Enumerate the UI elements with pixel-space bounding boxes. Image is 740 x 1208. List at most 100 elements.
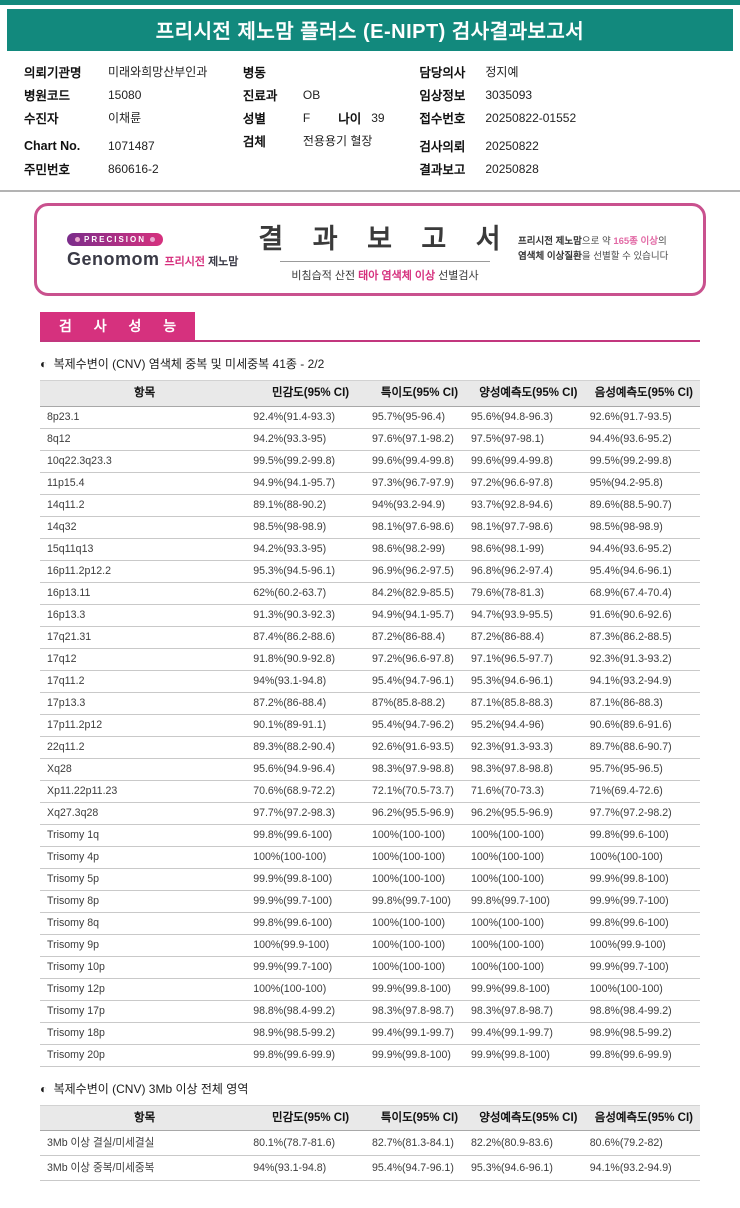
table-cell: 91.6%(90.6-92.6) bbox=[589, 609, 672, 621]
info-row: 주민번호 860616-2 bbox=[24, 157, 243, 180]
table-cell: 68.9%(67.4-70.4) bbox=[589, 587, 672, 599]
table-row: 14q32 98.5%(98-98.9) 98.1%(97.6-98.6) 98.1%… bbox=[40, 517, 700, 539]
cnv-table-caption-text: 복제수변이 (CNV) 염색체 중복 및 미세중복 41종 - 2/2 bbox=[53, 357, 325, 371]
table-cell: 99.9%(99.8-100) bbox=[371, 983, 451, 995]
info-label: 나이 bbox=[338, 112, 362, 126]
table-cell: 99.9%(99.8-100) bbox=[470, 983, 550, 995]
info-label: 담당의사 bbox=[419, 66, 466, 80]
info-row: 의뢰기관명 미래와희망산부인과 bbox=[24, 60, 243, 83]
tagline-line-1: 프리시전 제노맘으로 약 165종 이상의 bbox=[518, 235, 681, 250]
table-cell: 99.8%(99.6-99.9) bbox=[589, 1049, 672, 1061]
table-row: Trisomy 5p 99.9%(99.8-100) 100%(100-100) 10… bbox=[40, 869, 700, 891]
table-header-row: 항목 민감도(95% CI) 특이도(95% CI) 양성예측도(95% CI) 음성예… bbox=[40, 380, 700, 407]
info-row: 결과보고 20250828 bbox=[419, 157, 730, 180]
table-row: Trisomy 4p 100%(100-100) 100%(100-100) 100%… bbox=[40, 847, 700, 869]
info-value: 정지예 bbox=[485, 65, 519, 79]
info-value: 39 bbox=[371, 110, 385, 125]
info-label: 주민번호 bbox=[24, 163, 71, 177]
text-run: 선별검사 bbox=[435, 269, 479, 282]
table-cell: 99.9%(99.8-100) bbox=[589, 873, 669, 885]
table-cell: 96.2%(95.5-96.9) bbox=[470, 807, 553, 819]
table-cell: 96.9%(96.2-97.5) bbox=[371, 565, 454, 577]
table-row: 17q21.31 87.4%(86.2-88.6) 87.2%(86-88.4) 87… bbox=[40, 627, 700, 649]
table-row: 17q12 91.8%(90.9-92.8) 97.2%(96.6-97.8) 97.… bbox=[40, 649, 700, 671]
table-cell: 3Mb 이상 중복/미세중복 bbox=[47, 1162, 155, 1174]
info-label: 수진자 bbox=[24, 112, 59, 126]
table-cell: Trisomy 1q bbox=[47, 829, 99, 841]
cnv-performance-table: 항목 민감도(95% CI) 특이도(95% CI) 양성예측도(95% CI) 음성예… bbox=[40, 380, 700, 1067]
table-cell: 100%(100-100) bbox=[371, 917, 446, 929]
table-cell: 98.8%(98.4-99.2) bbox=[253, 1005, 336, 1017]
table-row: Trisomy 17p 98.8%(98.4-99.2) 98.3%(97.8-98… bbox=[40, 1001, 700, 1023]
table-cell: 71%(69.4-72.6) bbox=[589, 785, 663, 797]
table-cell: 98.3%(97.8-98.8) bbox=[470, 763, 553, 775]
info-label: 의뢰기관명 bbox=[24, 66, 82, 80]
table-cell: 97.1%(96.5-97.7) bbox=[470, 653, 553, 665]
table-cell: Trisomy 10p bbox=[47, 961, 105, 973]
table-cell: 97.2%(96.6-97.8) bbox=[371, 653, 454, 665]
table-cell: 95.3%(94.5-96.1) bbox=[253, 565, 336, 577]
table-cell: 95.2%(94.4-96) bbox=[470, 719, 545, 731]
content-area: ◐ 복제수변이 (CNV) 염색체 중복 및 미세중복 41종 - 2/2 항목… bbox=[0, 355, 740, 1181]
table-cell: 71.6%(70-73.3) bbox=[470, 785, 545, 797]
table-cell: Trisomy 18p bbox=[47, 1027, 105, 1039]
table-cell: 84.2%(82.9-85.5) bbox=[371, 587, 454, 599]
table-cell: 11p15.4 bbox=[47, 477, 85, 489]
half-circle-icon: ◐ bbox=[40, 1082, 48, 1096]
table-cell: Trisomy 12p bbox=[47, 983, 105, 995]
table-cell: Xq28 bbox=[47, 763, 72, 775]
table-row: 10q22.3q23.3 99.5%(99.2-99.8) 99.6%(99.4-9… bbox=[40, 451, 700, 473]
table-cell: 90.1%(89-91.1) bbox=[253, 719, 327, 731]
table-row: 11p15.4 94.9%(94.1-95.7) 97.3%(96.7-97.9) 9… bbox=[40, 473, 700, 495]
table-cell: 91.3%(90.3-92.3) bbox=[253, 609, 336, 621]
table-cell: 15q11q13 bbox=[47, 543, 94, 555]
report-banner-subtitle: 비침습적 산전 태아 염색체 이상 선별검사 bbox=[252, 267, 518, 283]
info-label: 검체 bbox=[242, 135, 266, 149]
table-cell: 80.1%(78.7-81.6) bbox=[253, 1137, 336, 1149]
table-cell: 95.7%(95-96.4) bbox=[371, 411, 446, 423]
table-cell: Xp11.22p11.23 bbox=[47, 785, 118, 797]
table-cell: 87.2%(86-88.4) bbox=[470, 631, 545, 643]
table-row: 17p13.3 87.2%(86-88.4) 87%(85.8-88.2) 87.1%… bbox=[40, 693, 700, 715]
table-row: 16p11.2p12.2 95.3%(94.5-96.1) 96.9%(96.2-9… bbox=[40, 561, 700, 583]
table-cell: 3Mb 이상 결실/미세결실 bbox=[47, 1137, 155, 1149]
table-cell: 99.6%(99.4-99.8) bbox=[371, 455, 454, 467]
table-cell: 95.4%(94.7-96.1) bbox=[371, 1162, 454, 1174]
table-cell: 98.9%(98.5-99.2) bbox=[589, 1027, 672, 1039]
table-row: Trisomy 8p 99.9%(99.7-100) 99.8%(99.7-100)… bbox=[40, 891, 700, 913]
table-cell: 94.4%(93.6-95.2) bbox=[589, 543, 672, 555]
table-cell: 98.6%(98.1-99) bbox=[470, 543, 545, 555]
table-cell: 98.3%(97.8-98.7) bbox=[470, 1005, 553, 1017]
report-title-bar: 프리시전 제노맘 플러스 (E-NIPT) 검사결과보고서 bbox=[7, 9, 733, 51]
info-label: 병동 bbox=[242, 66, 266, 80]
table-cell: 89.3%(88.2-90.4) bbox=[253, 741, 336, 753]
table-cell: 97.7%(97.2-98.3) bbox=[253, 807, 336, 819]
table-cell: 17q11.2 bbox=[47, 675, 85, 687]
table-header-row: 항목 민감도(95% CI) 특이도(95% CI) 양성예측도(95% CI) 음성예… bbox=[40, 1105, 700, 1131]
info-row: 검체 전용용기 혈장 bbox=[243, 129, 420, 152]
table-cell: 92.4%(91.4-93.3) bbox=[253, 411, 336, 423]
table-cell: 98.1%(97.6-98.6) bbox=[371, 521, 454, 533]
info-row: 접수번호 20250822-01552 bbox=[419, 106, 730, 129]
table-cell: 95.4%(94.7-96.1) bbox=[371, 675, 454, 687]
table-cell: 17p13.3 bbox=[47, 697, 86, 709]
table-cell: 17q12 bbox=[47, 653, 77, 665]
table-cell: 97.6%(97.1-98.2) bbox=[371, 433, 454, 445]
table-cell: 99.9%(99.8-100) bbox=[253, 873, 333, 885]
table-cell: 8q12 bbox=[47, 433, 71, 445]
table-cell: 94%(93.1-94.8) bbox=[253, 1162, 327, 1174]
info-label: 검사의뢰 bbox=[419, 140, 466, 154]
patient-info-right-column: 담당의사 정지예 임상정보 3035093 접수번호 20250822-01552 검사의뢰… bbox=[419, 60, 730, 180]
table-cell: 98.3%(97.9-98.8) bbox=[371, 763, 454, 775]
table-header-cell: 항목 bbox=[134, 387, 156, 399]
table-row: 16p13.3 91.3%(90.3-92.3) 94.9%(94.1-95.7) 9… bbox=[40, 605, 700, 627]
table-cell: 100%(100-100) bbox=[470, 961, 545, 973]
brand-kr-pink: 프리시전 bbox=[164, 256, 205, 268]
info-value: 전용용기 혈장 bbox=[302, 134, 373, 148]
table-cell: 72.1%(70.5-73.7) bbox=[371, 785, 454, 797]
table-cell: 89.6%(88.5-90.7) bbox=[589, 499, 672, 511]
cnv-3mb-table: 항목 민감도(95% CI) 특이도(95% CI) 양성예측도(95% CI) 음성예… bbox=[40, 1105, 700, 1181]
table-cell: 87%(85.8-88.2) bbox=[371, 697, 446, 709]
table-cell: 99.8%(99.7-100) bbox=[371, 895, 451, 907]
